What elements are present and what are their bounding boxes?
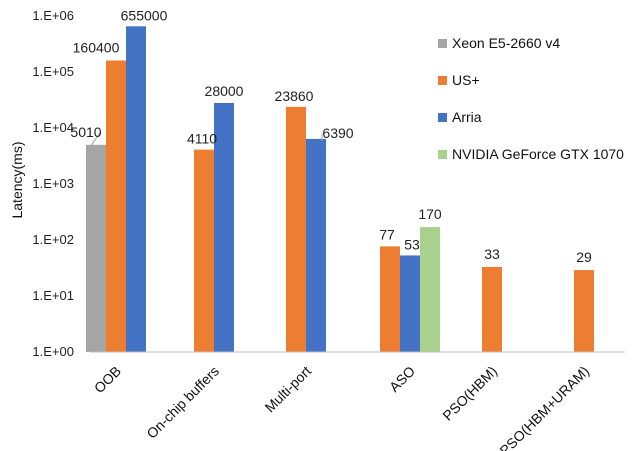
bar-us- <box>482 266 502 352</box>
data-label: 33 <box>484 246 500 262</box>
legend-swatch <box>438 150 447 159</box>
data-label: 5010 <box>70 124 101 140</box>
y-tick-label: 1.E+05 <box>32 64 74 79</box>
data-label: 77 <box>379 226 395 242</box>
bar-us- <box>574 270 594 352</box>
bar-arria <box>126 26 146 352</box>
data-label: 23860 <box>275 88 314 104</box>
x-category-label: On-chip buffers <box>143 363 222 442</box>
data-label: 160400 <box>73 40 120 56</box>
y-tick-label: 1.E+02 <box>32 232 74 247</box>
y-axis-label: Latency(ms) <box>9 141 25 218</box>
data-labels: 5010 160400 655000 4110 28000 23860 6390 77 53 17… <box>70 7 592 265</box>
label-connectors <box>89 132 323 148</box>
y-tick-label: 1.E+04 <box>32 120 74 135</box>
data-label: 28000 <box>205 83 244 99</box>
bar-arria <box>400 255 420 352</box>
data-label: 655000 <box>121 7 168 23</box>
bar-us- <box>286 106 306 352</box>
label-connector <box>89 132 101 148</box>
category-labels: OOB On-chip buffers Multi-port ASO PSO(HBM)P… <box>91 363 592 451</box>
y-tick-label: 1.E+03 <box>32 176 74 191</box>
legend: Xeon E5-2660 v4 US+ Arria NVIDIA GeForce GT… <box>438 35 624 162</box>
data-label: 29 <box>576 249 592 265</box>
bar-arria <box>306 138 326 352</box>
legend-label: Xeon E5-2660 v4 <box>452 35 560 51</box>
y-tick-label: 1.E+01 <box>32 288 74 303</box>
y-axis: 1.E+00 1.E+01 1.E+02 1.E+03 1.E+04 1.E+05 1.E+… <box>32 8 74 359</box>
legend-label: NVIDIA GeForce GTX 1070 <box>452 146 624 162</box>
bar-us- <box>194 149 214 352</box>
bar-xeon-e5-2660-v4 <box>86 144 106 352</box>
legend-swatch <box>438 113 447 122</box>
legend-swatch <box>438 76 447 85</box>
bar-arria <box>214 102 234 352</box>
x-category-label: OOB <box>91 363 124 396</box>
data-label: 53 <box>404 236 420 252</box>
bar-us- <box>106 60 126 353</box>
x-category-label: PSO(HBM) <box>439 363 500 424</box>
data-label: 6390 <box>322 125 353 141</box>
legend-label: US+ <box>452 72 480 88</box>
legend-swatch <box>438 39 447 48</box>
data-label: 170 <box>418 206 442 222</box>
x-category-label: ASO <box>386 363 418 395</box>
y-tick-label: 1.E+00 <box>32 344 74 359</box>
bar-us- <box>380 246 400 352</box>
data-label: 4110 <box>187 131 217 147</box>
y-tick-label: 1.E+06 <box>32 8 74 23</box>
x-category-label: PSO(HBM+URAM) <box>496 363 592 451</box>
bars <box>86 26 594 353</box>
x-category-label: Multi-port <box>262 363 315 416</box>
bar-nvidia-geforce-gtx-1070 <box>420 227 440 352</box>
legend-label: Arria <box>452 109 482 125</box>
